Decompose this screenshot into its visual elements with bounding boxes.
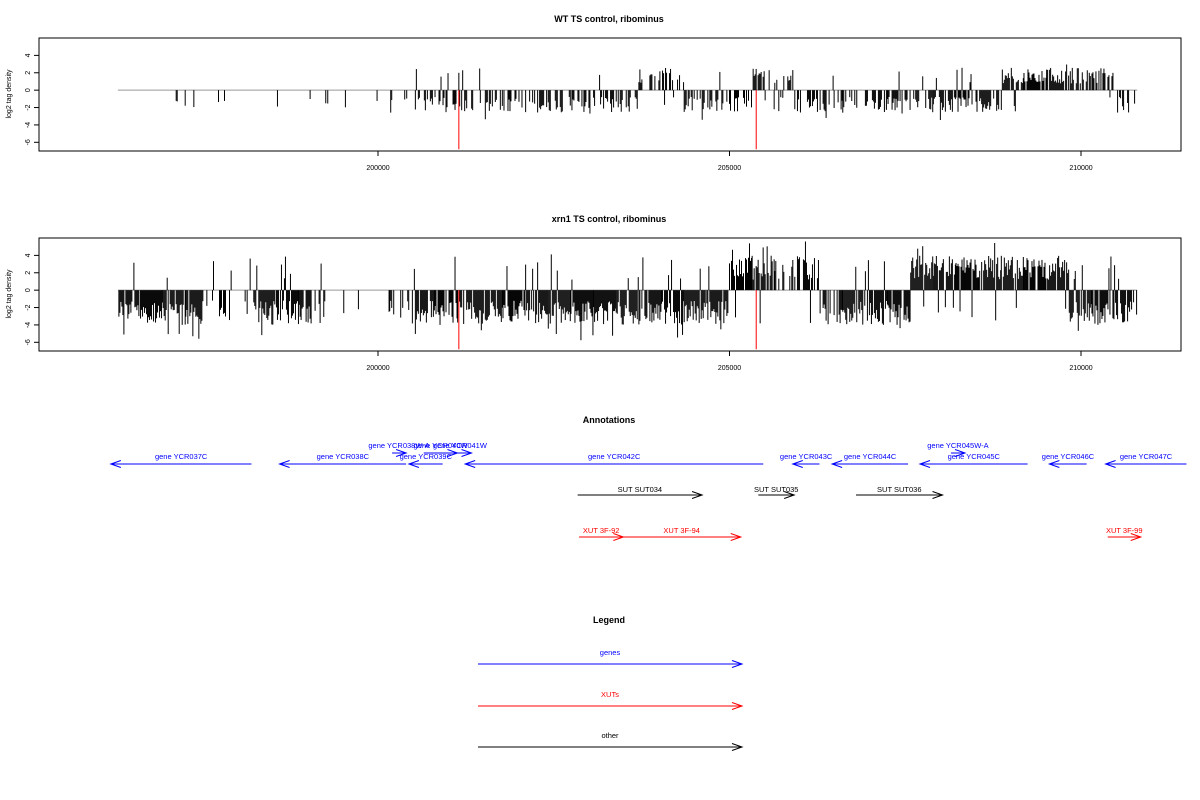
feature-gene-ycr041w: gene YCR041W xyxy=(433,441,488,457)
panel-wt: WT TS control, ribominus log2 tag densit… xyxy=(6,14,1182,172)
annotations-track: Annotations gene YCR037C gene YCR038C gene… xyxy=(109,415,1187,541)
y-tick-label: 2 xyxy=(25,71,32,75)
arrowhead-left xyxy=(1047,460,1060,468)
y-tick-label: -4 xyxy=(25,122,32,128)
feature-label: gene YCR045C xyxy=(948,452,1001,461)
feature-label: gene YCR038C xyxy=(317,452,370,461)
feature-label: SUT SUT035 xyxy=(754,485,798,494)
feature-label: gene YCR038W-A xyxy=(368,441,429,450)
feature-gene-ycr038c: gene YCR038C xyxy=(278,452,407,468)
x-tick-label: 200000 xyxy=(366,365,389,372)
feature-label: gene YCR043C xyxy=(780,452,833,461)
feature-xut-3f-99: XUT 3F-99 xyxy=(1106,526,1143,541)
y-tick-label: 0 xyxy=(25,88,32,92)
y-axis-label-wt: log2 tag density xyxy=(6,69,13,119)
y-tick-label: -2 xyxy=(25,304,32,310)
arrowhead-left xyxy=(463,460,476,468)
feature-xut-3f-94: XUT 3F-94 xyxy=(622,526,743,541)
legend-item-other: other xyxy=(478,731,744,751)
feature-gene-ycr043c: gene YCR043C xyxy=(780,452,833,468)
legend: Legend genes XUTs other xyxy=(478,615,744,751)
feature-label: gene YCR047C xyxy=(1120,452,1173,461)
feature-label: XUT 3F-99 xyxy=(1106,526,1143,535)
arrowhead-left xyxy=(1104,460,1116,468)
arrowhead-right xyxy=(954,449,967,457)
feature-label: gene YCR041W xyxy=(433,441,488,450)
x-tick-label: 210000 xyxy=(1069,165,1092,172)
feature-sut-sut034: SUT SUT034 xyxy=(577,485,704,499)
y-tick-label: 4 xyxy=(25,53,32,57)
x-tick-label: 205000 xyxy=(718,365,741,372)
feature-gene-ycr045w-a: gene YCR045W-A xyxy=(927,441,989,457)
panel-title-wt: WT TS control, ribominus xyxy=(554,14,664,24)
feature-gene-ycr047c: gene YCR047C xyxy=(1104,452,1187,468)
arrowhead-left xyxy=(918,460,931,468)
arrowhead-right xyxy=(784,491,796,499)
y-tick-label: -4 xyxy=(25,322,32,328)
panel-xrn1: xrn1 TS control, ribominus log2 tag dens… xyxy=(6,214,1182,372)
feature-label: gene YCR039C xyxy=(400,452,453,461)
legend-label: genes xyxy=(600,648,621,657)
feature-gene-ycr038w-a: gene YCR038W-A xyxy=(368,441,430,457)
feature-label: SUT SUT036 xyxy=(877,485,921,494)
feature-gene-ycr039c: gene YCR039C xyxy=(400,452,453,468)
arrowhead-left xyxy=(830,460,843,468)
legend-label: other xyxy=(601,731,619,740)
arrowhead-right xyxy=(730,533,743,541)
feature-gene-ycr044c: gene YCR044C xyxy=(830,452,909,468)
arrowhead-right xyxy=(395,449,408,457)
arrowhead-left xyxy=(407,460,420,468)
arrowhead-right xyxy=(461,449,474,457)
legend-item-genes: genes xyxy=(478,648,744,668)
feature-sut-sut035: SUT SUT035 xyxy=(754,485,798,499)
arrowhead-right xyxy=(731,743,744,751)
x-tick-label: 200000 xyxy=(366,165,389,172)
plot-frame-xrn1 xyxy=(38,237,1182,352)
arrowhead-right xyxy=(731,702,744,710)
y-axis-label-xrn1: log2 tag density xyxy=(6,269,13,319)
arrowhead-right xyxy=(932,491,945,499)
feature-label: gene YCR037C xyxy=(155,452,208,461)
arrowhead-right xyxy=(731,660,744,668)
feature-label: gene YCR044C xyxy=(844,452,897,461)
arrowhead-left xyxy=(109,460,122,468)
arrowhead-right xyxy=(1130,533,1143,541)
y-tick-label: 0 xyxy=(25,288,32,292)
panel-title-xrn1: xrn1 TS control, ribominus xyxy=(552,214,667,224)
feature-label: gene YCR046C xyxy=(1042,452,1095,461)
y-tick-label: -6 xyxy=(25,139,32,145)
legend-label: XUTs xyxy=(601,690,619,699)
feature-label: gene YCR040W xyxy=(414,441,469,450)
y-tick-label: -2 xyxy=(25,104,32,110)
feature-label: XUT 3F-94 xyxy=(663,526,700,535)
feature-gene-ycr046c: gene YCR046C xyxy=(1042,452,1095,468)
feature-label: XUT 3F-92 xyxy=(583,526,620,535)
y-tick-label: -6 xyxy=(25,339,32,345)
feature-label: gene YCR042C xyxy=(588,452,641,461)
feature-gene-ycr037c: gene YCR037C xyxy=(109,452,252,468)
feature-label: gene YCR045W-A xyxy=(927,441,988,450)
arrowhead-left xyxy=(791,460,803,468)
y-tick-label: 2 xyxy=(25,271,32,275)
feature-xut-3f-92: XUT 3F-92 xyxy=(579,526,625,541)
plot-frame-wt xyxy=(38,37,1182,152)
arrowhead-right xyxy=(691,491,704,499)
y-tick-label: 4 xyxy=(25,253,32,257)
feature-gene-ycr045c: gene YCR045C xyxy=(918,452,1028,468)
legend-title: Legend xyxy=(593,615,625,625)
feature-label: SUT SUT034 xyxy=(618,485,662,494)
arrowhead-left xyxy=(278,460,290,468)
feature-gene-ycr042c: gene YCR042C xyxy=(463,452,764,468)
legend-item-xuts: XUTs xyxy=(478,690,744,710)
x-tick-label: 205000 xyxy=(718,165,741,172)
feature-sut-sut036: SUT SUT036 xyxy=(856,485,945,499)
annotations-title: Annotations xyxy=(583,415,636,425)
signal-bars-wt xyxy=(175,64,1136,121)
signal-bars-xrn1 xyxy=(118,241,1138,341)
x-tick-label: 210000 xyxy=(1069,365,1092,372)
